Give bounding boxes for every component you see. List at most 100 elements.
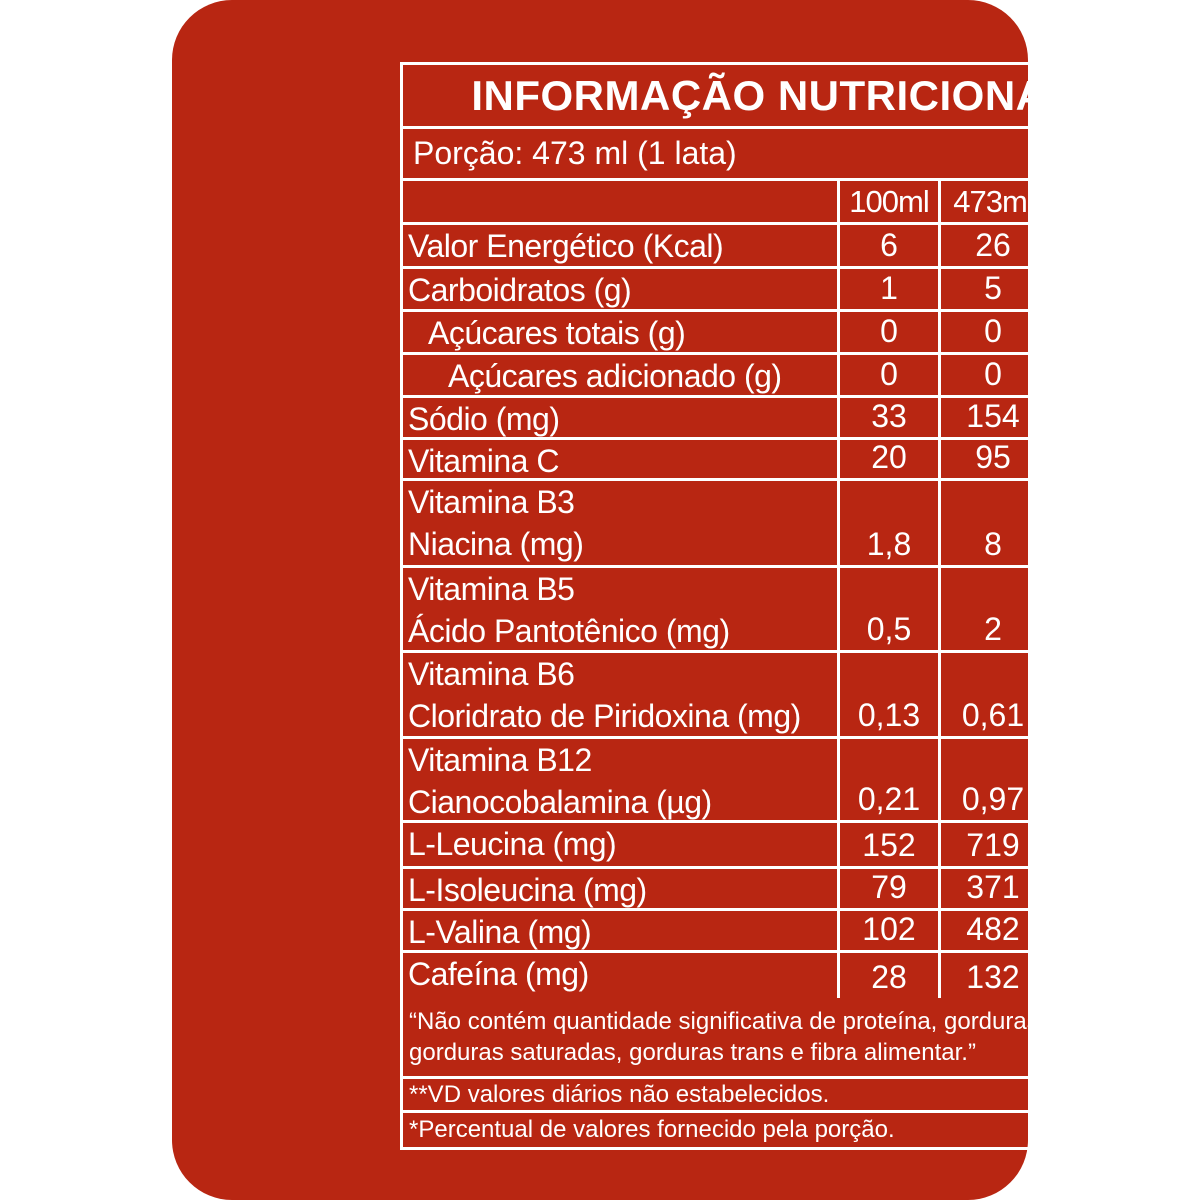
- header-blank: [403, 181, 837, 222]
- value-473ml: 0,97: [938, 739, 1045, 820]
- value-473ml: 2: [938, 568, 1045, 650]
- nutrient-label: Valor Energético (Kcal): [403, 225, 837, 266]
- nutrient-label: Açúcares totais (g): [403, 312, 837, 352]
- nutrient-label-line: Niacina (mg): [408, 526, 584, 562]
- table-row: Carboidratos (g) 1 5 1,6: [403, 269, 1141, 312]
- header-473ml: 473ml: [938, 181, 1045, 222]
- value-473ml: 0: [938, 355, 1045, 395]
- table-row: Sódio (mg) 33 154 8: [403, 398, 1141, 440]
- value-473ml: 719: [938, 823, 1045, 866]
- value-473ml: 26: [938, 225, 1045, 266]
- value-vd: 1,3: [1045, 225, 1141, 266]
- nutrient-label: L-Leucina (mg): [403, 823, 837, 866]
- nutrient-label-line: Vitamina B12: [408, 742, 592, 778]
- value-100ml: 33: [837, 398, 938, 437]
- value-473ml: 154: [938, 398, 1045, 437]
- value-473ml: 8: [938, 481, 1045, 565]
- value-vd: 95: [1045, 439, 1141, 478]
- value-100ml: 79: [837, 869, 938, 908]
- portion-size: Porção: 473 ml (1 lata): [403, 129, 1141, 181]
- value-473ml: 0,61: [938, 653, 1045, 736]
- value-100ml: 1,8: [837, 481, 938, 565]
- header-vd: %VD*: [1045, 181, 1141, 222]
- table-row: Açúcares adicionado (g) 0 0 0: [403, 355, 1141, 398]
- nutrient-label-line: L-Isoleucina (mg): [408, 872, 647, 908]
- table-header: 100ml 473ml %VD*: [403, 181, 1141, 225]
- value-100ml: 28: [837, 953, 938, 998]
- value-vd: [1045, 312, 1141, 352]
- note-not-significant: “Não contém quantidade significativa de …: [403, 998, 1141, 1079]
- table-row: Valor Energético (Kcal) 6 26 1,3: [403, 225, 1141, 269]
- table-row: Vitamina B12 Cianocobalamina (µg) 0,21 0,97…: [403, 739, 1141, 823]
- value-vd: 53: [1045, 481, 1141, 565]
- nutrient-label: L-Isoleucina (mg): [403, 869, 837, 908]
- value-vd: 40: [1045, 568, 1141, 650]
- nutrient-label: Carboidratos (g): [403, 269, 837, 309]
- nutrient-label-line: Carboidratos (g): [408, 272, 632, 308]
- nutrition-table: INFORMAÇÃO NUTRICIONAL Porção: 473 ml (1…: [400, 62, 1144, 1150]
- nutrient-label-line: L-Leucina (mg): [408, 826, 617, 862]
- nutrient-label: Vitamina B6 Cloridrato de Piridoxina (mg): [403, 653, 837, 736]
- nutrient-label: Vitamina B5 Ácido Pantotênico (mg): [403, 568, 837, 650]
- value-vd: **: [1045, 823, 1141, 866]
- value-100ml: 102: [837, 911, 938, 950]
- value-100ml: 0,21: [837, 739, 938, 820]
- value-100ml: 0: [837, 355, 938, 395]
- value-100ml: 20: [837, 439, 938, 478]
- nutrient-label: Vitamina B12 Cianocobalamina (µg): [403, 739, 837, 820]
- nutrition-label-card: INFORMAÇÃO NUTRICIONAL Porção: 473 ml (1…: [172, 0, 1144, 1200]
- value-vd: 0: [1045, 355, 1141, 395]
- value-473ml: 132: [938, 953, 1045, 998]
- table-title: INFORMAÇÃO NUTRICIONAL: [403, 65, 1141, 129]
- table-row: Cafeína (mg) 28 132 **: [403, 953, 1141, 998]
- table-row: Vitamina C 20 95 95: [403, 439, 1141, 481]
- nutrient-label-line: Cloridrato de Piridoxina (mg): [408, 698, 801, 734]
- value-vd: **: [1045, 869, 1141, 908]
- value-vd: 1,6: [1045, 269, 1141, 309]
- nutrient-label-line: Valor Energético (Kcal): [408, 228, 724, 264]
- note-vd-not-established: **VD valores diários não estabelecidos.: [403, 1079, 1141, 1113]
- nutrient-label: Cafeína (mg): [403, 953, 837, 998]
- nutrient-label-line: Vitamina C: [408, 443, 559, 479]
- nutrient-label: L-Valina (mg): [403, 911, 837, 950]
- table-row: L-Leucina (mg) 152 719 **: [403, 823, 1141, 869]
- nutrient-label-line: Vitamina B5: [408, 571, 575, 607]
- nutrient-label-line: Sódio (mg): [408, 401, 560, 437]
- table-row: Açúcares totais (g) 0 0: [403, 312, 1141, 355]
- nutrient-label-line: Açúcares totais (g): [428, 315, 686, 351]
- header-100ml: 100ml: [837, 181, 938, 222]
- table-row: Vitamina B5 Ácido Pantotênico (mg) 0,5 2 40: [403, 568, 1141, 653]
- value-100ml: 0,5: [837, 568, 938, 650]
- value-100ml: 0: [837, 312, 938, 352]
- table-row: Vitamina B6 Cloridrato de Piridoxina (mg)…: [403, 653, 1141, 739]
- table-row: L-Isoleucina (mg) 79 371 **: [403, 869, 1141, 911]
- note-percent: *Percentual de valores fornecido pela po…: [409, 1116, 895, 1143]
- value-vd: 8: [1045, 398, 1141, 437]
- table-row: L-Valina (mg) 102 482 **: [403, 911, 1141, 953]
- nutrient-label-line: Cianocobalamina (µg): [408, 784, 712, 820]
- value-vd: **: [1045, 911, 1141, 950]
- nutrient-label-line: Vitamina B3: [408, 484, 575, 520]
- value-473ml: 371: [938, 869, 1045, 908]
- value-vd: **: [1045, 953, 1141, 998]
- value-473ml: 0: [938, 312, 1045, 352]
- value-100ml: 0,13: [837, 653, 938, 736]
- nutrient-label-line: Vitamina B6: [408, 656, 575, 692]
- value-vd: 40: [1045, 739, 1141, 820]
- value-473ml: 95: [938, 439, 1045, 478]
- nutrient-label-line: L-Valina (mg): [408, 914, 592, 950]
- nutrient-label: Açúcares adicionado (g): [403, 355, 837, 395]
- nutrient-label: Vitamina B3 Niacina (mg): [403, 481, 837, 565]
- value-100ml: 6: [837, 225, 938, 266]
- nutrient-label: Sódio (mg): [403, 398, 837, 437]
- value-100ml: 152: [837, 823, 938, 866]
- value-473ml: 482: [938, 911, 1045, 950]
- nutrient-label-line: Açúcares adicionado (g): [448, 358, 782, 394]
- table-row: Vitamina B3 Niacina (mg) 1,8 8 53: [403, 481, 1141, 568]
- nutrient-label: Vitamina C: [403, 440, 837, 479]
- value-473ml: 5: [938, 269, 1045, 309]
- nutrient-label-line: Ácido Pantotênico (mg): [408, 613, 730, 649]
- value-vd: 46: [1045, 653, 1141, 736]
- nutrient-label-line: Cafeína (mg): [408, 956, 589, 992]
- value-100ml: 1: [837, 269, 938, 309]
